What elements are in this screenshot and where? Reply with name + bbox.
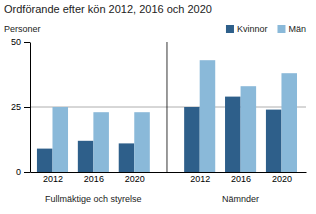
marks <box>30 60 306 172</box>
x-tick-label: 2016 <box>84 174 104 184</box>
x-tick-label: 2020 <box>125 174 145 184</box>
x-tick: 2016 <box>84 174 104 184</box>
bar <box>119 143 135 172</box>
y-tick-label: 25 <box>11 102 21 112</box>
bar <box>134 112 150 172</box>
y-tick-mark <box>24 172 30 173</box>
x-tick-label: 2012 <box>190 174 210 184</box>
y-axis: 0 25 50 <box>11 37 31 177</box>
y-axis-line <box>30 43 31 173</box>
legend-label: Kvinnor <box>237 24 268 34</box>
bar <box>184 107 200 172</box>
bar <box>200 60 216 172</box>
x-axis: 2012 2016 2020 2012 2016 2020 <box>31 173 307 185</box>
x-tick-label: 2016 <box>231 174 251 184</box>
bar <box>281 73 297 172</box>
y-tick-mark <box>24 42 30 43</box>
legend-item: Kvinnor <box>226 24 268 34</box>
y-tick: 0 <box>16 167 30 177</box>
y-tick: 50 <box>11 37 30 47</box>
x-tick: 2016 <box>231 174 251 184</box>
legend: Kvinnor Män <box>226 24 306 34</box>
y-tick-mark <box>24 107 30 108</box>
series <box>52 60 297 172</box>
legend-swatch <box>226 25 234 33</box>
chart: Ordförande efter kön 2012, 2016 och 2020… <box>0 0 316 214</box>
y-label: Personer <box>4 24 41 34</box>
bar <box>52 107 68 172</box>
title: Ordförande efter kön 2012, 2016 och 2020 <box>4 3 212 15</box>
bar <box>37 149 53 172</box>
y-tick-label: 50 <box>11 37 21 47</box>
x-tick: 2012 <box>43 174 63 184</box>
bar <box>225 97 241 172</box>
x-tick-label: 2012 <box>43 174 63 184</box>
group-label: Fullmäktige och styrelse <box>45 194 142 204</box>
y-tick: 25 <box>11 102 30 112</box>
x-axis-line <box>31 172 307 173</box>
group-label: Nämnder <box>222 194 259 204</box>
legend-label: Män <box>288 24 306 34</box>
legend-swatch <box>277 25 285 33</box>
reference-line <box>30 107 306 108</box>
x-tick: 2012 <box>190 174 210 184</box>
legend-item: Män <box>277 24 306 34</box>
bar <box>78 141 94 172</box>
group-separator <box>166 42 167 172</box>
plot: 0 25 50 2012 2016 2020 2012 2016 2020 <box>11 37 307 184</box>
y-tick-label: 0 <box>16 167 21 177</box>
bar <box>241 86 257 172</box>
x-tick-label: 2020 <box>272 174 292 184</box>
bar <box>93 112 109 172</box>
x-tick: 2020 <box>272 174 292 184</box>
bar <box>266 110 282 172</box>
x-tick: 2020 <box>125 174 145 184</box>
